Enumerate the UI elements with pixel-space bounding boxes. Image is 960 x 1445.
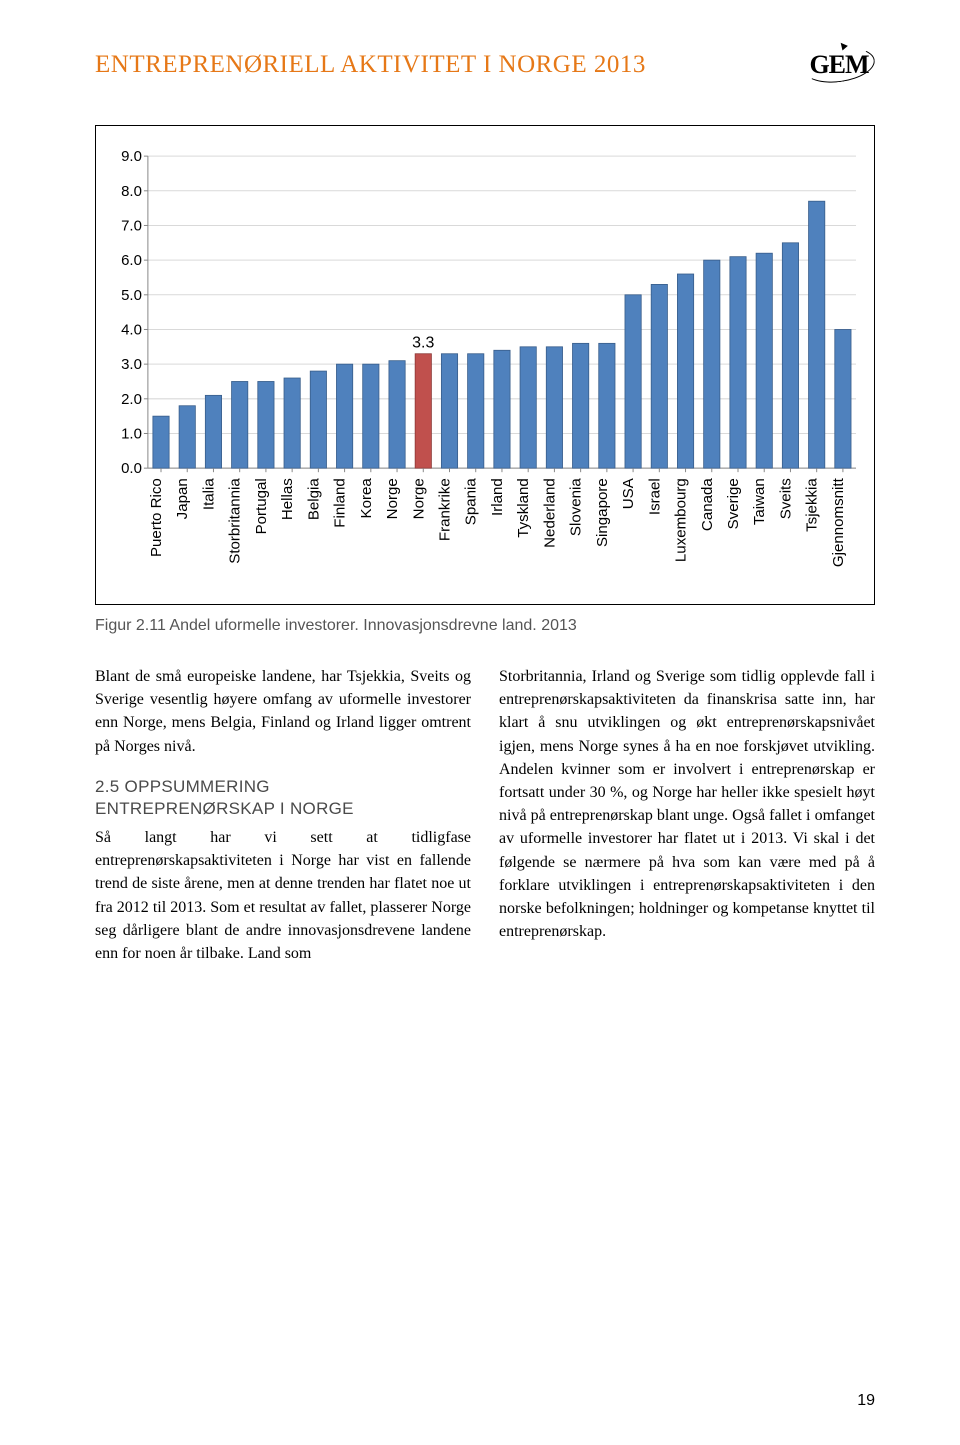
svg-text:Gjennomsnitt: Gjennomsnitt [830,477,847,567]
svg-text:Portugal: Portugal [253,478,270,534]
svg-text:Canada: Canada [699,478,716,531]
svg-text:6.0: 6.0 [121,252,142,269]
svg-text:Hellas: Hellas [279,478,296,520]
bar-chart-container: 0.0 1.0 2.0 3.0 4.0 5.0 6.0 7.0 8.0 9.0 Puerto Ric… [95,125,875,605]
svg-text:Norge: Norge [410,478,427,519]
body-paragraph: Storbritannia, Irland og Sverige som tid… [499,665,875,943]
svg-text:Korea: Korea [358,478,375,519]
svg-text:0.0: 0.0 [121,460,142,477]
right-column: Storbritannia, Irland og Sverige som tid… [499,665,875,983]
svg-text:5.0: 5.0 [121,287,142,304]
svg-text:7.0: 7.0 [121,217,142,234]
left-column: Blant de små europeiske landene, har Tsj… [95,665,471,983]
svg-text:USA: USA [620,478,637,509]
bar-chart: 0.0 1.0 2.0 3.0 4.0 5.0 6.0 7.0 8.0 9.0 Puerto Ric… [106,136,864,599]
body-columns: Blant de små europeiske landene, har Tsj… [95,665,875,983]
section-heading: 2.5 OPPSUMMERING ENTREPRENØRSKAP I NORGE [95,776,471,820]
svg-text:Nederland: Nederland [541,478,558,548]
svg-text:Israel: Israel [646,478,663,515]
page-header: ENTREPRENØRIELL AKTIVITET I NORGE 2013 ▲… [95,40,875,90]
svg-text:Japan: Japan [174,478,191,519]
svg-text:Luxembourg: Luxembourg [673,478,690,562]
svg-text:Spania: Spania [463,478,480,526]
body-paragraph: Så langt har vi sett at tidligfase entre… [95,826,471,965]
svg-text:Storbritannia: Storbritannia [227,478,244,564]
svg-text:Frankrike: Frankrike [437,478,454,541]
svg-text:Sveits: Sveits [778,478,795,519]
svg-text:Italia: Italia [201,478,218,511]
svg-text:Finland: Finland [332,478,349,527]
svg-text:2.0: 2.0 [121,391,142,408]
svg-text:Sverige: Sverige [725,478,742,529]
svg-text:Puerto Rico: Puerto Rico [148,478,165,557]
svg-text:Singapore: Singapore [594,478,611,547]
svg-text:Norge: Norge [384,478,401,519]
gem-logo: ▲ GEM [803,40,875,90]
svg-text:Belgia: Belgia [305,478,322,521]
svg-text:Slovenia: Slovenia [568,478,585,537]
svg-text:1.0: 1.0 [121,425,142,442]
svg-text:3.0: 3.0 [121,356,142,373]
figure-caption: Figur 2.11 Andel uformelle investorer. I… [95,617,875,635]
page-number: 19 [857,1392,875,1410]
svg-text:9.0: 9.0 [121,148,142,165]
svg-text:Tsjekkia: Tsjekkia [804,478,821,532]
svg-text:4.0: 4.0 [121,321,142,338]
svg-text:Irland: Irland [489,478,506,516]
svg-text:3.3: 3.3 [412,334,434,352]
svg-text:Tyskland: Tyskland [515,478,532,538]
svg-text:Taiwan: Taiwan [751,478,768,525]
body-paragraph: Blant de små europeiske landene, har Tsj… [95,665,471,758]
page-title: ENTREPRENØRIELL AKTIVITET I NORGE 2013 [95,51,646,79]
svg-text:8.0: 8.0 [121,183,142,200]
